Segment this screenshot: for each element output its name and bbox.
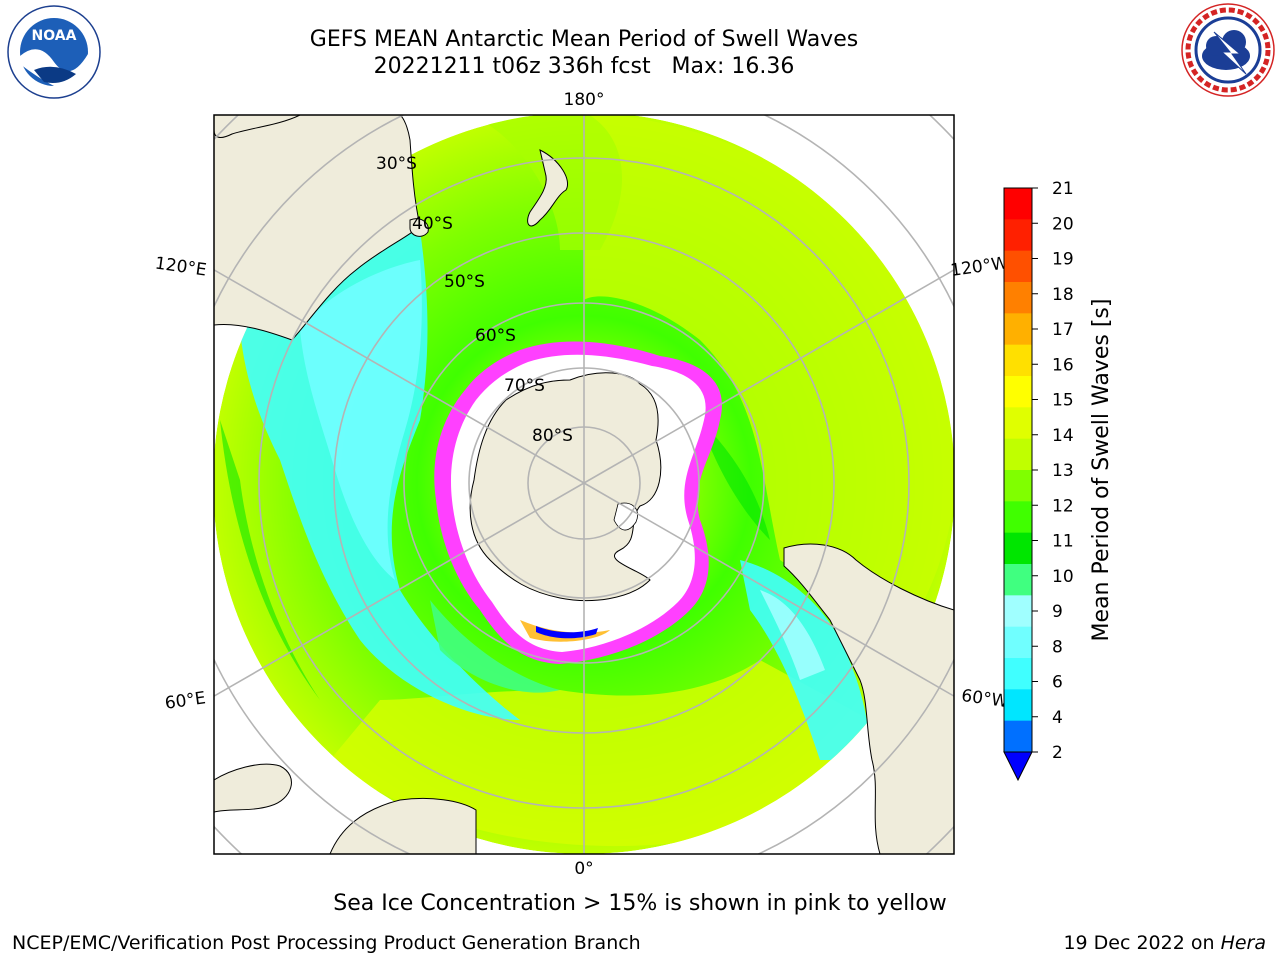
date-line: 19 Dec 2022 on Hera xyxy=(1063,932,1266,954)
south-america xyxy=(783,543,954,854)
colorbar-tick-label: 15 xyxy=(1052,391,1074,411)
colorbar-tick-label: 18 xyxy=(1052,285,1074,305)
colorbar-tick-label: 17 xyxy=(1052,320,1074,340)
lat-label-30s: 30°S xyxy=(376,154,417,174)
lon-label-0: 0° xyxy=(574,859,593,879)
machine-name: Hera xyxy=(1220,932,1266,954)
colorbar-tick-label: 6 xyxy=(1052,673,1063,693)
antarctica xyxy=(469,372,662,602)
new-zealand xyxy=(527,149,568,227)
colorbar-cell xyxy=(1004,313,1032,346)
lon-label-180: 180° xyxy=(564,90,605,110)
tasmania xyxy=(409,218,429,237)
nws-logo xyxy=(1181,3,1275,97)
colorbar-cell xyxy=(1004,470,1032,502)
noaa-logo-text: NOAA xyxy=(32,28,77,44)
colorbar-tick-label: 19 xyxy=(1052,250,1074,270)
noaa-logo: NOAA xyxy=(7,5,101,99)
madagascar xyxy=(214,763,292,813)
lat-label-40s: 40°S xyxy=(412,214,453,234)
colorbar-cell xyxy=(1004,407,1032,440)
colorbar-cell xyxy=(1004,564,1032,596)
colorbar-label: Mean Period of Swell Waves [s] xyxy=(1089,299,1114,642)
colorbar-tick-label: 11 xyxy=(1052,532,1074,552)
colorbar-tick-label: 20 xyxy=(1052,214,1074,234)
colorbar-cell xyxy=(1004,720,1032,753)
colorbar-tick-label: 12 xyxy=(1052,496,1074,516)
colorbar-cell xyxy=(1004,438,1032,471)
lat-label-80s: 80°S xyxy=(532,426,573,446)
colorbar-cell xyxy=(1004,376,1032,408)
colorbar-tick-label: 16 xyxy=(1052,355,1074,375)
colorbar-ticks: 2 4 6 8 9 10 11 12 13 14 15 16 17 18 19 20 21 xyxy=(1032,180,1074,763)
colorbar-cell xyxy=(1004,595,1032,628)
colorbar-cell xyxy=(1004,532,1032,565)
colorbar-cell xyxy=(1004,501,1032,534)
colorbar-cell xyxy=(1004,626,1032,659)
colorbar-tick-label: 13 xyxy=(1052,461,1074,481)
meridians xyxy=(214,115,954,854)
colorbar-under-triangle xyxy=(1003,751,1033,782)
date-text: 19 Dec 2022 on xyxy=(1063,932,1221,954)
africa xyxy=(329,797,477,854)
colorbar-cell xyxy=(1004,282,1032,314)
colorbar-tick-label: 8 xyxy=(1052,637,1063,657)
colorbar-tick-label: 2 xyxy=(1052,743,1063,763)
sea-ice-caption: Sea Ice Concentration > 15% is shown in … xyxy=(333,891,947,916)
polar-map: 180° 0° 120°E 120°W 60°E 60°W 30°S 40°S … xyxy=(154,90,1010,879)
lat-label-50s: 50°S xyxy=(444,272,485,292)
lon-label-120e: 120°E xyxy=(154,254,208,281)
colorbar: 2 4 6 8 9 10 11 12 13 14 15 16 17 18 19 20 21 Mean Perio… xyxy=(1003,180,1114,782)
colorbar-cell xyxy=(1004,219,1032,252)
colorbar-cell xyxy=(1004,250,1032,283)
colorbar-tick-label: 9 xyxy=(1052,602,1063,622)
map-title: GEFS MEAN Antarctic Mean Period of Swell… xyxy=(309,27,859,52)
colorbar-cell xyxy=(1004,188,1032,220)
australia xyxy=(214,115,421,341)
colorbar-cell xyxy=(1004,689,1032,722)
colorbar-cell xyxy=(1004,658,1032,690)
lat-label-70s: 70°S xyxy=(504,376,545,396)
map-frame xyxy=(213,114,955,855)
lat-label-60s: 60°S xyxy=(475,326,516,346)
colorbar-tick-label: 4 xyxy=(1052,708,1063,728)
map-subtitle: 20221211 t06z 336h fcst Max: 16.36 xyxy=(373,54,795,79)
colorbar-tick-label: 21 xyxy=(1052,180,1074,199)
colorbar-cell xyxy=(1004,344,1032,377)
colorbar-cells xyxy=(1004,188,1032,753)
lon-label-60e: 60°E xyxy=(164,688,207,713)
colorbar-tick-label: 10 xyxy=(1052,567,1074,587)
credit-line: NCEP/EMC/Verification Post Processing Pr… xyxy=(12,932,641,954)
colorbar-tick-label: 14 xyxy=(1052,426,1074,446)
